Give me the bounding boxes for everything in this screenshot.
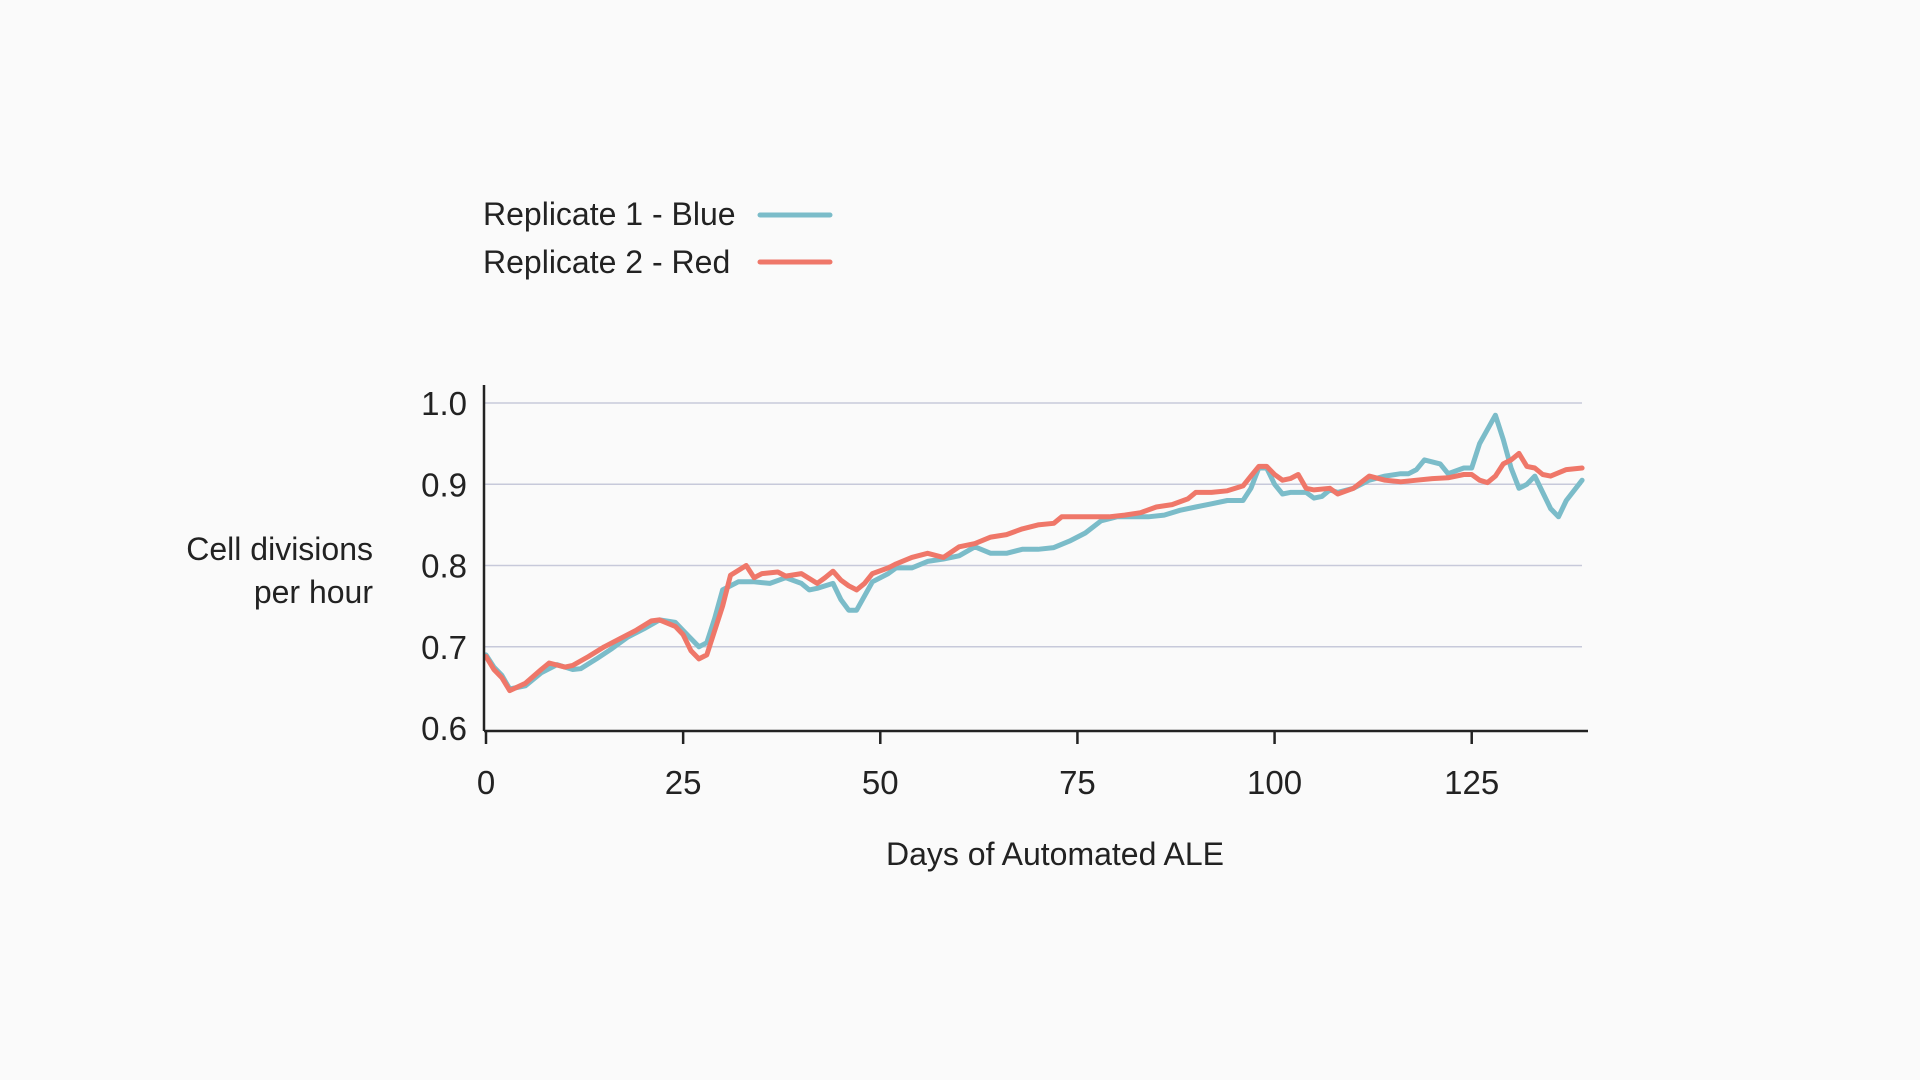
series-line-replicate-1 [483,412,1585,692]
x-tick-label: 50 [862,764,899,801]
x-tick-label: 0 [477,764,495,801]
legend-label-replicate-2: Replicate 2 - Red [483,244,730,280]
series-line-replicate-2 [483,450,1585,694]
axes [482,385,1588,733]
x-tick-label: 25 [665,764,702,801]
x-axis-title: Days of Automated ALE [886,836,1224,872]
legend-label-replicate-1: Replicate 1 - Blue [483,196,736,232]
y-axis-title-line-2: per hour [254,574,374,610]
gridlines [484,402,1582,648]
x-tick-label: 125 [1444,764,1499,801]
y-tick-label: 0.8 [421,548,467,585]
y-axis-ticks: 0.6 0.7 0.8 0.9 1.0 [421,385,467,747]
legend: Replicate 1 - Blue Replicate 2 - Red [483,196,833,280]
y-tick-label: 0.6 [421,710,467,747]
y-axis-title-line-1: Cell divisions [186,531,373,567]
y-tick-label: 0.7 [421,629,467,666]
series-lines [483,412,1585,694]
x-axis-ticks: 0 25 50 75 100 125 [477,731,1499,801]
x-tick-label: 75 [1059,764,1096,801]
x-tick-label: 100 [1247,764,1302,801]
y-tick-label: 0.9 [421,466,467,503]
y-tick-label: 1.0 [421,385,467,422]
